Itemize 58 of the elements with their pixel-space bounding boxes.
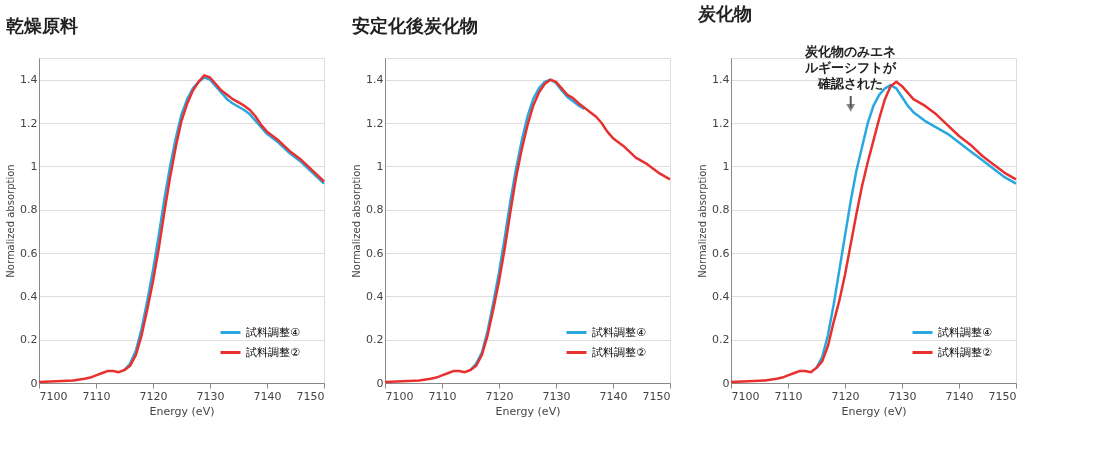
x-tick-label: 7100 (731, 389, 760, 403)
y-tick-label: 1 (376, 159, 384, 173)
y-tick-label: 0.6 (366, 246, 384, 260)
x-tick-label: 7150 (642, 389, 671, 403)
x-axis-title: Energy (eV) (841, 404, 907, 418)
chart-title: 安定化後炭化物 (351, 15, 478, 36)
legend-label: 試料調整④ (246, 325, 300, 339)
x-tick-label: 7130 (196, 389, 225, 403)
y-tick-label: 1.2 (712, 116, 730, 130)
x-tick-label: 7120 (485, 389, 514, 403)
y-tick-label: 0.4 (366, 289, 384, 303)
y-tick-label: 0.8 (366, 203, 384, 217)
x-axis-title: Energy (eV) (495, 404, 561, 418)
x-tick-label: 7100 (39, 389, 68, 403)
y-tick-label: 0.2 (20, 333, 38, 347)
y-tick-label: 1 (722, 159, 730, 173)
x-tick-label: 7120 (831, 389, 860, 403)
y-tick-label: 0.2 (712, 333, 730, 347)
x-tick-label: 7140 (945, 389, 974, 403)
y-tick-label: 0 (376, 376, 384, 390)
y-tick-label: 0 (30, 376, 38, 390)
x-tick-label: 7110 (428, 389, 457, 403)
y-tick-label: 1.2 (366, 116, 384, 130)
y-tick-label: 0.6 (20, 246, 38, 260)
y-tick-label: 0.2 (366, 333, 384, 347)
x-tick-label: 7120 (139, 389, 168, 403)
x-tick-label: 7150 (988, 389, 1017, 403)
y-axis-title: Normalized absorption (5, 164, 17, 278)
y-tick-label: 0.8 (20, 203, 38, 217)
chart-title: 炭化物 (696, 3, 752, 24)
x-axis-title: Energy (eV) (149, 404, 215, 418)
legend-label: 試料調整② (592, 345, 646, 359)
legend-label: 試料調整④ (938, 325, 992, 339)
y-tick-label: 0.6 (712, 246, 730, 260)
x-tick-label: 7110 (774, 389, 803, 403)
x-tick-label: 7140 (599, 389, 628, 403)
y-tick-label: 1.4 (366, 73, 384, 87)
y-tick-label: 1 (30, 159, 38, 173)
annotation: 炭化物のみエネルギーシフトが確認された (804, 44, 898, 91)
x-tick-label: 7110 (82, 389, 111, 403)
x-tick-label: 7100 (385, 389, 414, 403)
y-axis-title: Normalized absorption (351, 164, 363, 278)
y-tick-label: 0.8 (712, 203, 730, 217)
chart-title: 乾燥原料 (5, 15, 78, 36)
x-tick-label: 7140 (253, 389, 282, 403)
y-tick-label: 0.4 (20, 289, 38, 303)
y-tick-label: 0 (722, 376, 730, 390)
y-axis-title: Normalized absorption (697, 164, 709, 278)
y-tick-label: 1.4 (712, 73, 730, 87)
legend-label: 試料調整② (246, 345, 300, 359)
y-tick-label: 1.2 (20, 116, 38, 130)
x-tick-label: 7130 (888, 389, 917, 403)
x-tick-label: 7130 (542, 389, 571, 403)
legend-label: 試料調整④ (592, 325, 646, 339)
x-tick-label: 7150 (296, 389, 325, 403)
y-tick-label: 1.4 (20, 73, 38, 87)
y-tick-label: 0.4 (712, 289, 730, 303)
legend-label: 試料調整② (938, 345, 992, 359)
